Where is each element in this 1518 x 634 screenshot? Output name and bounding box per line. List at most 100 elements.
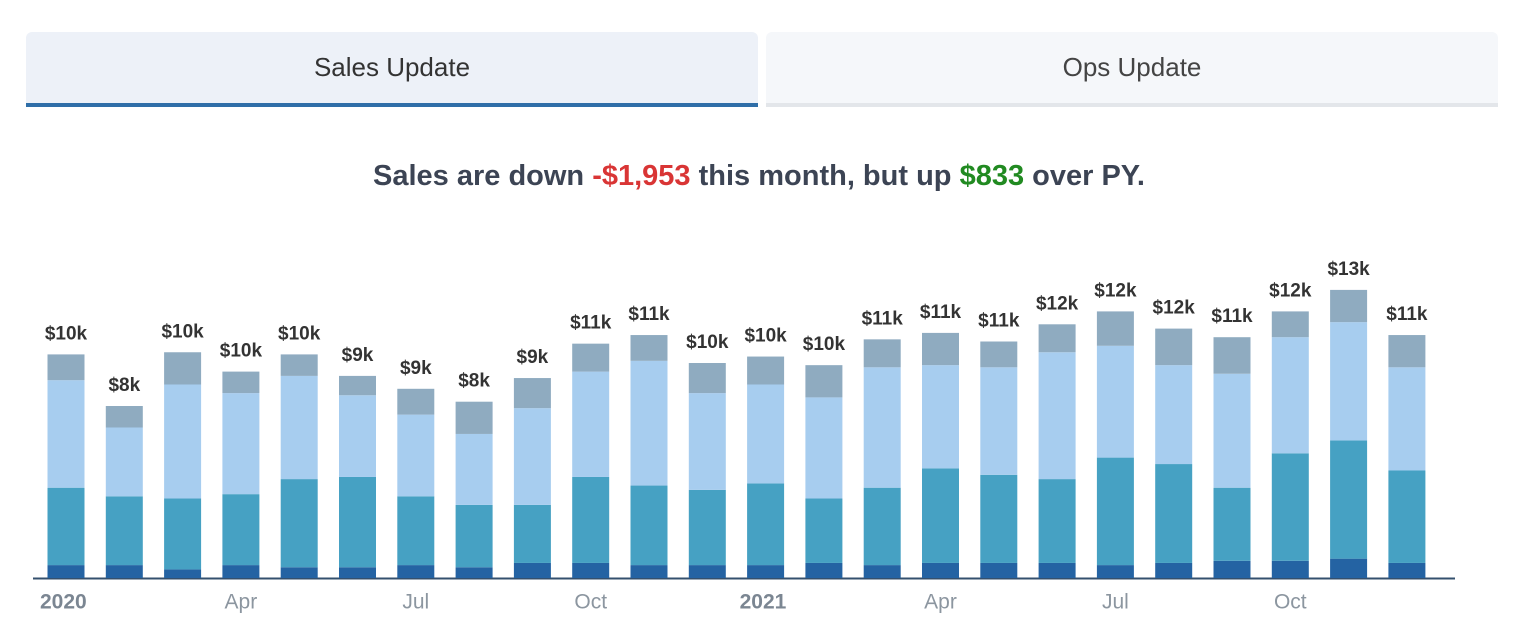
bar-segment <box>280 479 318 568</box>
tab[interactable]: Sales Update <box>26 32 758 107</box>
bar-segment <box>747 384 785 484</box>
bar-segment <box>630 335 668 361</box>
total-label: $13k <box>1327 259 1370 280</box>
bar-segment <box>630 485 668 566</box>
bar-segment <box>164 352 202 385</box>
total-label: $11k <box>862 308 904 329</box>
bar-segment <box>1213 560 1251 578</box>
bar-segment <box>572 562 610 578</box>
bar-segment <box>280 375 318 480</box>
total-label: $10k <box>686 332 729 353</box>
bar-segment <box>47 565 85 578</box>
x-tick-label: Jul <box>1102 591 1129 614</box>
bar-segment <box>688 393 726 490</box>
bar-segment <box>105 565 143 578</box>
bar-segment <box>1155 562 1193 578</box>
bar-segment <box>222 494 260 566</box>
total-label: $10k <box>278 323 321 344</box>
bar-segment <box>47 380 85 488</box>
bar-segment <box>105 496 143 566</box>
bar-segment <box>863 487 901 566</box>
x-tick-label: Jul <box>402 591 429 614</box>
tab[interactable]: Ops Update <box>766 32 1498 107</box>
bar-segment <box>630 360 668 486</box>
total-label: $10k <box>45 323 88 344</box>
x-tick-label: Oct <box>1274 591 1307 614</box>
bar-segment <box>1213 373 1251 488</box>
bar-segment <box>339 567 376 578</box>
bar-segment <box>980 562 1018 578</box>
bar-segment <box>455 504 493 568</box>
bar-segment <box>630 565 668 578</box>
bar-segment <box>1038 562 1076 578</box>
bar-segment <box>455 567 493 578</box>
bar-segment <box>688 565 726 578</box>
bar-segment <box>1213 337 1251 374</box>
x-tick-label: Apr <box>225 591 258 614</box>
bar-segment <box>805 498 843 563</box>
bar-segment <box>863 339 901 368</box>
bar-segment <box>1155 464 1193 563</box>
total-label: $10k <box>220 341 263 362</box>
bar-segment <box>1271 337 1309 454</box>
bar-segment <box>1330 558 1368 578</box>
total-label: $11k <box>920 302 962 323</box>
bar-segment <box>1155 328 1193 366</box>
total-label: $9k <box>400 358 432 379</box>
bar-segment <box>222 393 260 495</box>
total-label: $11k <box>570 313 612 334</box>
total-label: $8k <box>458 371 490 392</box>
bar-segment <box>105 406 143 428</box>
total-label: $12k <box>1153 298 1196 319</box>
total-label: $9k <box>517 347 549 368</box>
bar-segment <box>572 476 610 563</box>
bar-segment <box>1271 560 1309 578</box>
bar-segment <box>1038 352 1076 480</box>
headline-text: over PY. <box>1024 160 1145 192</box>
bar-segment <box>747 483 785 566</box>
headline-value: $833 <box>959 160 1025 192</box>
bar-segment <box>47 487 85 566</box>
bar-segment <box>922 365 959 469</box>
headline-text: Sales are down <box>373 160 593 192</box>
total-label: $12k <box>1269 280 1312 301</box>
total-label: $10k <box>744 326 787 347</box>
bar-segment <box>1330 289 1368 323</box>
bar-segment <box>1096 311 1134 346</box>
bar-segment <box>747 356 785 385</box>
bar-segment <box>805 397 843 499</box>
bar-segment <box>1388 562 1426 578</box>
bar-segment <box>1155 365 1193 465</box>
bar-segment <box>222 371 260 394</box>
bar-segment <box>513 562 551 578</box>
bar-segment <box>805 562 843 578</box>
bar-segment <box>1038 479 1076 563</box>
bar-segment <box>397 565 435 578</box>
bar-segment <box>455 433 493 505</box>
bar-segment <box>1096 345 1134 458</box>
total-label: $11k <box>1211 306 1253 327</box>
bar-segment <box>513 378 551 409</box>
bar-segment <box>1096 565 1134 578</box>
bar-segment <box>397 388 435 415</box>
bar-segment <box>747 565 785 578</box>
bar-segment <box>922 332 959 366</box>
bar-segment <box>980 367 1018 475</box>
bar-segment <box>339 476 376 568</box>
total-label: $10k <box>803 334 846 355</box>
bar-segment <box>105 427 143 497</box>
headline: Sales are down -$1,953 this month, but u… <box>0 160 1518 193</box>
bar-segment <box>980 341 1018 368</box>
bar-segment <box>455 401 493 434</box>
bar-segment <box>922 468 959 563</box>
bar-segment <box>1271 453 1309 561</box>
bar-segment <box>863 367 901 488</box>
bar-segment <box>688 363 726 394</box>
bar-segment <box>47 354 85 381</box>
bar-segment <box>1388 335 1426 368</box>
bar-segment <box>164 384 202 499</box>
bar-segment <box>513 408 551 505</box>
total-label: $11k <box>978 311 1020 332</box>
bar-segment <box>1388 367 1426 471</box>
